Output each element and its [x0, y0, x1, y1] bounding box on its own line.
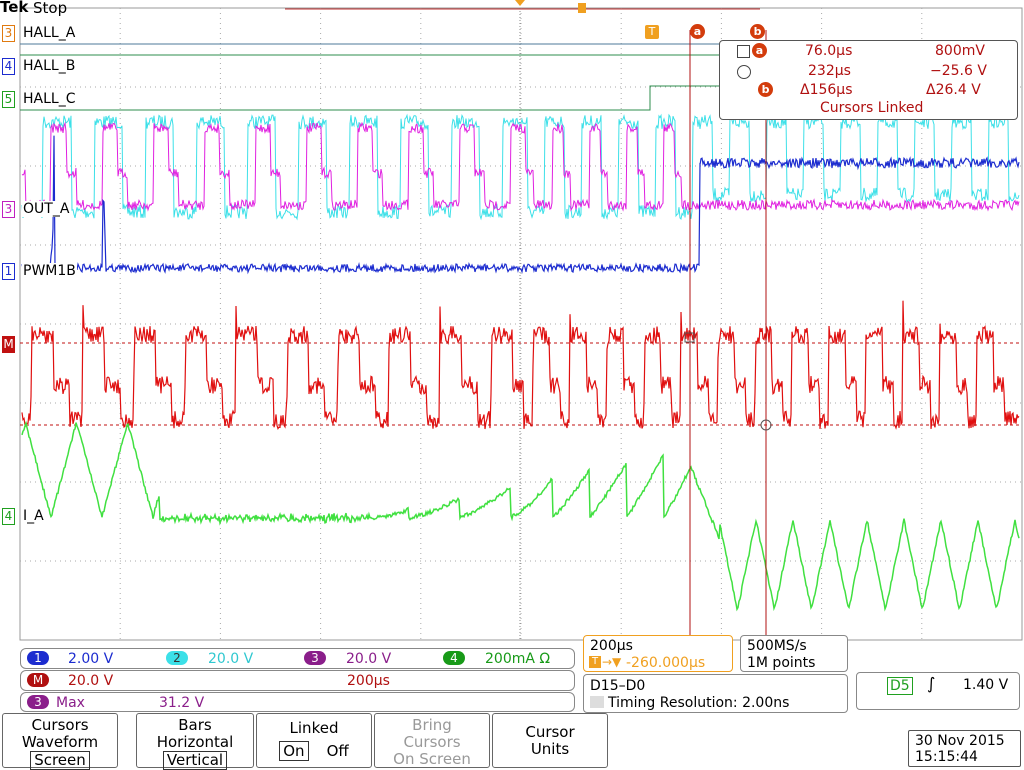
menu-button[interactable]: Bars Horizontal Vertical [136, 713, 254, 770]
sample-rate: 500MS/s [747, 638, 807, 654]
readout-value: 232µs [808, 63, 851, 79]
ch-tag: 1 [2, 263, 15, 280]
scale-tag: 4 [443, 651, 465, 665]
menu-text: Cursors [31, 716, 89, 734]
cursor-b-handle [760, 419, 772, 431]
ch-label: I_A [22, 508, 45, 524]
math-timebase: 200µs [347, 673, 390, 689]
edge-icon: ∫ [927, 674, 936, 693]
menu-text: Bars [178, 716, 212, 734]
scale-tag: 2 [166, 651, 188, 665]
meas-value: 31.2 V [159, 695, 205, 711]
ch1-trace [21, 135, 1020, 275]
measurement-row: 3 Max 31.2 V [20, 692, 575, 712]
menu-text: Waveform [21, 733, 99, 751]
trigger-pos [578, 3, 586, 13]
ch-label: HALL_A [22, 25, 77, 41]
menu-text: Linked [289, 719, 339, 737]
menu-text: Bring [412, 716, 452, 734]
scale-value: 20.0 V [208, 651, 254, 667]
ch-tag: 3 [2, 201, 15, 218]
trigger-pos [515, 0, 525, 6]
brand: Tek [0, 0, 29, 16]
ch-label: PWM1B [22, 263, 77, 279]
scale-value: 20.0 V [346, 651, 392, 667]
circle-icon [737, 65, 751, 79]
trigger-icon: T [589, 656, 601, 668]
horizontal-box: 200µs T →▼ -260.000µs [583, 635, 733, 672]
math-scale: 20.0 V [68, 673, 114, 689]
arrow-icon: →▼ [602, 655, 622, 669]
trigger-source: D5 [887, 677, 913, 695]
h-position: -260.000µs [626, 655, 706, 671]
trigger-marker: T [645, 25, 659, 39]
scale-value: 200mA Ω [485, 651, 551, 667]
trigger-box: D5 ∫ 1.40 V [856, 672, 1020, 710]
cursor-marker: a [690, 24, 705, 39]
readout-value: −25.6 V [930, 63, 987, 79]
ch-tag: 3 [2, 25, 15, 42]
readout-value: 76.0µs [805, 43, 853, 59]
menu-text: Vertical [162, 751, 228, 770]
channel-scales: 1 2.00 V 2 20.0 V 3 20.0 V 4 200mA Ω [20, 648, 575, 669]
scale-value: 2.00 V [68, 651, 114, 667]
menu-text: Screen [30, 751, 90, 770]
meas-tag: 3 [27, 695, 49, 709]
menu-text: On Screen [393, 750, 471, 768]
cursor-marker: a [752, 43, 767, 58]
readout-value: 800mV [935, 43, 985, 59]
math-trace [21, 300, 1020, 430]
h-scale: 200µs [590, 638, 633, 654]
math-row: M 20.0 V 200µs [20, 670, 575, 691]
menu-text: Units [530, 740, 570, 758]
acq-status: Stop [33, 0, 68, 17]
math-tag: M [2, 336, 15, 353]
resolution-icon [590, 696, 604, 708]
ch3-trace [21, 121, 1020, 212]
ch-tag: 4 [2, 508, 15, 525]
menu-button[interactable]: Linked On Off [256, 713, 372, 768]
math-tag: M [27, 673, 49, 687]
date: 30 Nov 2015 [915, 733, 1005, 749]
bus-name: D15–D0 [590, 678, 646, 694]
menu-option[interactable]: Off [326, 742, 349, 760]
digital-box: D15–D0 Timing Resolution: 2.00ns [583, 674, 848, 713]
square-icon [737, 45, 750, 58]
readout-value: Δ26.4 V [926, 82, 981, 98]
ch-label: HALL_B [22, 58, 77, 74]
acq-box: 500MS/s 1M points [740, 635, 848, 672]
datetime-box: 30 Nov 2015 15:15:44 [908, 730, 1021, 767]
cursor-a-handle [684, 332, 695, 343]
menu-button[interactable]: Cursors Waveform Screen [2, 713, 118, 770]
cursor-marker: b [750, 24, 765, 39]
menu-option[interactable]: On [279, 741, 309, 761]
scale-tag: 1 [27, 651, 49, 665]
menu-text: Cursor [525, 723, 575, 741]
record-length: 1M points [747, 655, 816, 671]
ch-tag: 4 [2, 58, 15, 75]
menu-text: Cursors [403, 733, 461, 751]
hall-c-trace [20, 85, 720, 111]
cursor-marker: b [758, 82, 773, 97]
ch-label: HALL_C [22, 91, 77, 107]
menu-button[interactable]: Bring Cursors On Screen [374, 713, 490, 768]
meas-name: Max [56, 695, 85, 711]
trigger-level: 1.40 V [963, 677, 1009, 693]
cursor-readout: a 76.0µs 800mV 232µs −25.6 V b Δ156µs Δ2… [719, 40, 1018, 120]
scale-tag: 3 [304, 651, 326, 665]
ch-tag: 5 [2, 91, 15, 108]
readout-value: Δ156µs [800, 82, 853, 98]
menu-button[interactable]: Cursor Units [492, 713, 608, 768]
time: 15:15:44 [915, 749, 978, 765]
timing-resolution: Timing Resolution: 2.00ns [608, 695, 790, 711]
ch4-trace [21, 420, 1020, 612]
ch-label: OUT_A [22, 201, 71, 217]
readout-status: Cursors Linked [820, 100, 924, 116]
menu-text: Horizontal [156, 733, 234, 751]
